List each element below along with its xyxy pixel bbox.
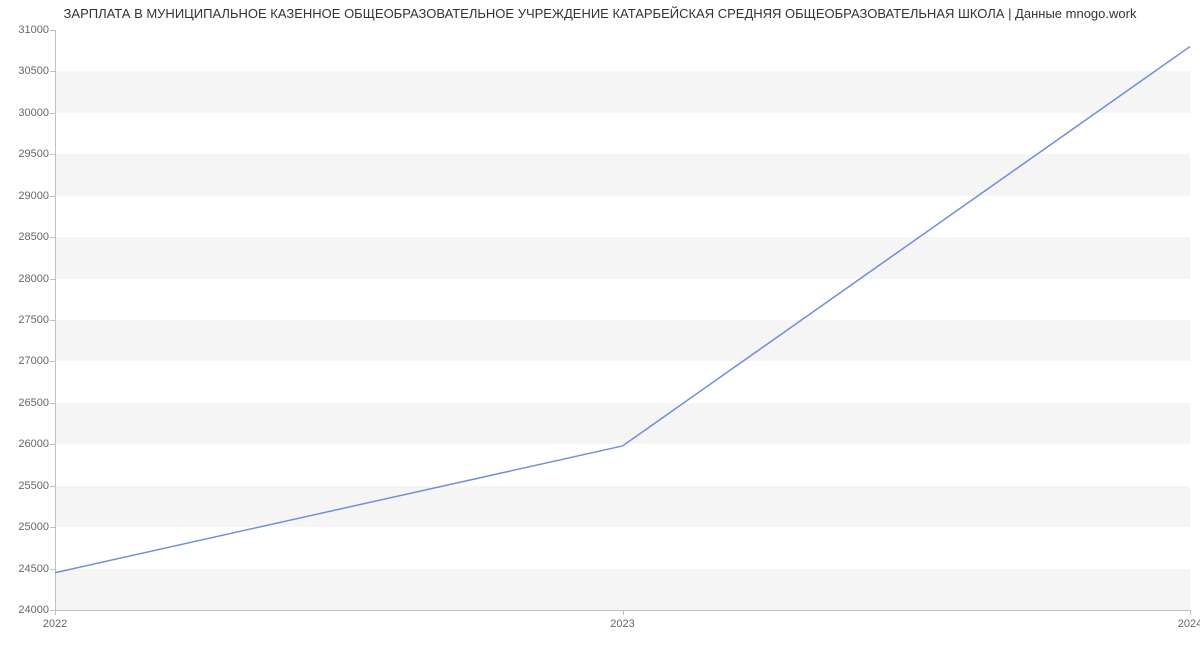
- y-tick-label: 29000: [18, 190, 49, 202]
- y-tick-label: 24500: [18, 563, 49, 575]
- y-tick-label: 27000: [18, 355, 49, 367]
- chart-title: ЗАРПЛАТА В МУНИЦИПАЛЬНОЕ КАЗЕННОЕ ОБЩЕОБ…: [0, 6, 1200, 21]
- y-tick-label: 31000: [18, 24, 49, 36]
- y-tick-label: 26500: [18, 397, 49, 409]
- x-tick-label: 2022: [43, 618, 67, 630]
- x-axis-line: [55, 610, 1190, 611]
- y-tick-label: 25000: [18, 521, 49, 533]
- series-layer: [55, 30, 1190, 610]
- y-tick-label: 24000: [18, 604, 49, 616]
- y-tick-label: 28000: [18, 273, 49, 285]
- y-tick-label: 25500: [18, 480, 49, 492]
- salary-line-chart: ЗАРПЛАТА В МУНИЦИПАЛЬНОЕ КАЗЕННОЕ ОБЩЕОБ…: [0, 0, 1200, 650]
- y-tick-label: 30500: [18, 65, 49, 77]
- y-tick-label: 26000: [18, 438, 49, 450]
- y-tick-label: 28500: [18, 231, 49, 243]
- x-tick-label: 2024: [1178, 618, 1200, 630]
- y-tick-label: 29500: [18, 148, 49, 160]
- plot-area: 2400024500250002550026000265002700027500…: [55, 30, 1190, 610]
- x-tick-mark: [1190, 610, 1191, 615]
- x-tick-label: 2023: [610, 618, 634, 630]
- y-tick-label: 27500: [18, 314, 49, 326]
- series-salary: [55, 47, 1190, 573]
- y-tick-label: 30000: [18, 107, 49, 119]
